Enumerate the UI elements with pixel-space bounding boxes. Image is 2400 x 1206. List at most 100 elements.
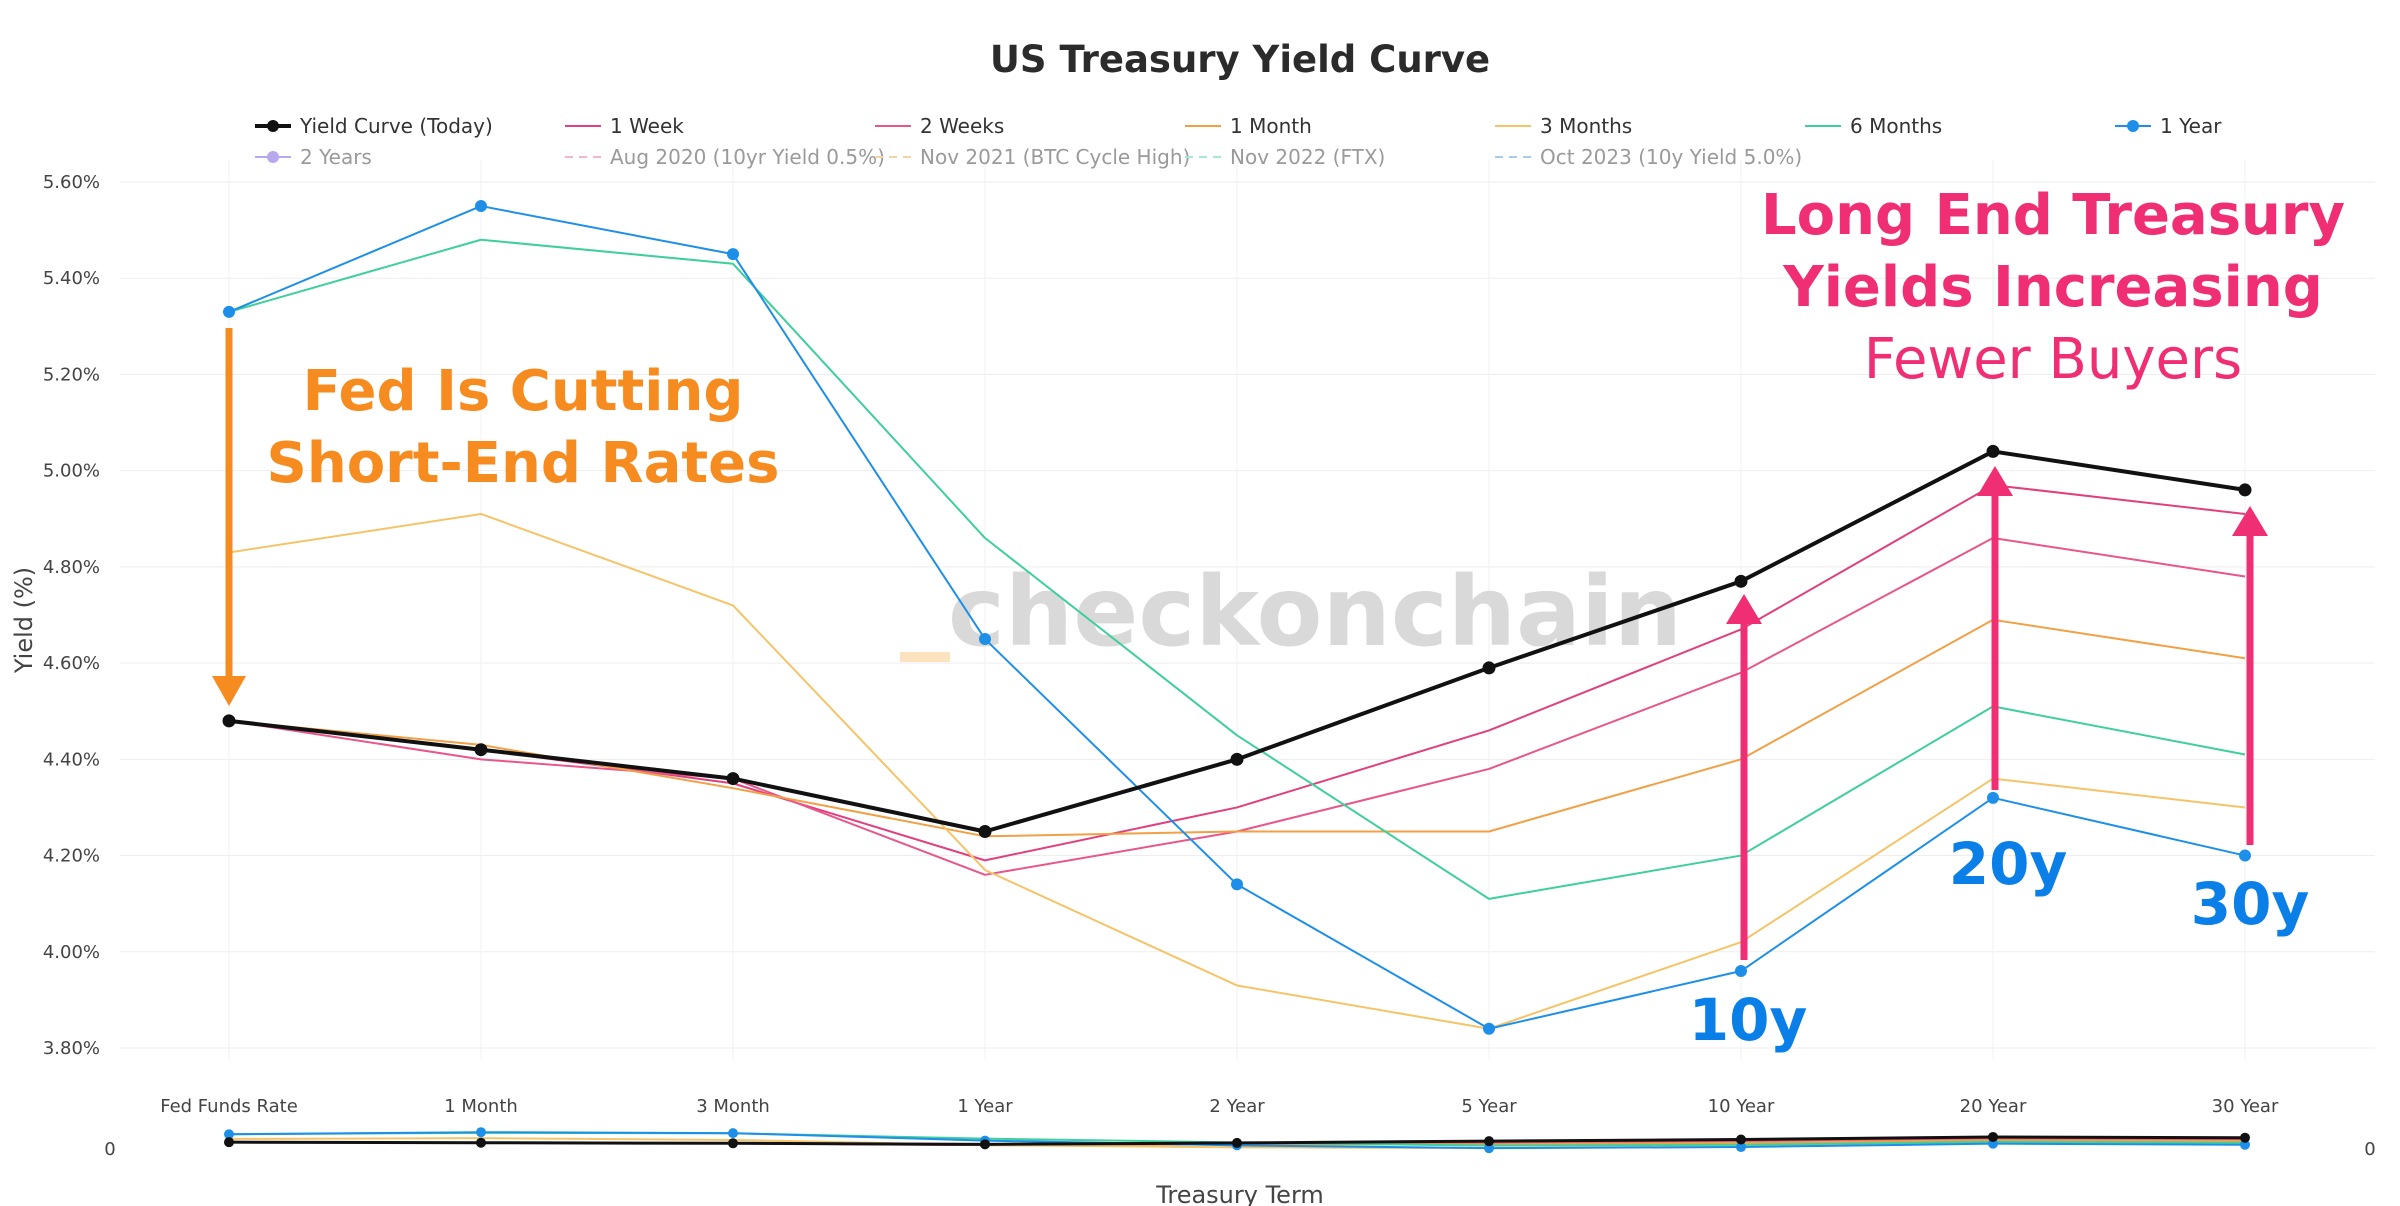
x-tick-label: 20 Year	[1960, 1096, 2027, 1117]
legend-item[interactable]: 1 Month	[1185, 114, 1312, 138]
y-tick-label: 4.20%	[43, 846, 100, 867]
mini-axis-right-label: 0	[2364, 1139, 2375, 1160]
mini-data-point	[476, 1127, 486, 1138]
mini-data-point	[1484, 1143, 1494, 1154]
series-line	[228, 512, 2246, 1030]
x-tick-label: Fed Funds Rate	[160, 1096, 298, 1117]
mini-data-point	[1736, 1142, 1746, 1153]
arrow-10y	[1726, 594, 1762, 960]
data-point	[1483, 1022, 1495, 1035]
legend-item[interactable]: 1 Year	[2115, 114, 2222, 138]
x-tick-label: 5 Year	[1461, 1096, 1517, 1117]
fed-annotation-line-2: Short-End Rates	[267, 431, 780, 496]
legend-item-hidden[interactable]: 2 Years	[255, 145, 372, 169]
long-end-annotation-line-3: Fewer Buyers	[1864, 327, 2242, 392]
mini-data-point	[1484, 1136, 1494, 1147]
data-point	[1734, 574, 1748, 588]
x-axis-ticks: Fed Funds Rate 1 Month 3 Month 1 Year 2 Year…	[160, 1096, 2279, 1117]
legend-label: Oct 2023 (10y Yield 5.0%)	[1540, 145, 1802, 169]
x-tick-label: 10 Year	[1708, 1096, 1775, 1117]
y-tick-label: 5.40%	[43, 268, 100, 289]
y-tick-label: 4.00%	[43, 942, 100, 963]
legend-item[interactable]: 3 Months	[1495, 114, 1632, 138]
legend-marker	[267, 151, 279, 163]
label-30y: 30y	[2191, 870, 2310, 938]
legend-item-hidden[interactable]: Oct 2023 (10y Yield 5.0%)	[1495, 145, 1802, 169]
data-point	[475, 200, 487, 213]
mini-data-point	[980, 1139, 990, 1150]
legend-label: 1 Month	[1230, 114, 1312, 138]
chart-title: US Treasury Yield Curve	[990, 38, 1490, 81]
series-3-months	[228, 512, 2246, 1030]
x-tick-label: 3 Month	[696, 1096, 770, 1117]
data-point	[979, 633, 991, 646]
long-end-annotation-line-1: Long End Treasury	[1761, 183, 2345, 248]
legend-marker	[2127, 120, 2139, 132]
legend-marker	[267, 120, 279, 132]
arrow-20y	[1977, 466, 2013, 790]
data-point	[726, 772, 740, 786]
x-axis-title: Treasury Term	[1155, 1181, 1324, 1206]
y-tick-label: 3.80%	[43, 1038, 100, 1059]
y-tick-label: 4.40%	[43, 749, 100, 770]
label-10y: 10y	[1689, 986, 1808, 1054]
legend-label: 6 Months	[1850, 114, 1942, 138]
data-point	[1482, 661, 1496, 675]
mini-data-point	[1988, 1131, 1998, 1142]
x-tick-label: 30 Year	[2212, 1096, 2279, 1117]
legend: Yield Curve (Today) 1 Week 2 Weeks 1 Month 3…	[255, 114, 2222, 169]
data-point	[727, 248, 739, 261]
y-tick-label: 4.60%	[43, 653, 100, 674]
legend-label: 1 Week	[610, 114, 684, 138]
arrow-30y	[2232, 506, 2268, 845]
legend-label: 2 Weeks	[920, 114, 1004, 138]
mini-data-point	[2240, 1139, 2250, 1150]
x-tick-label: 2 Year	[1209, 1096, 1265, 1117]
mini-data-point	[1232, 1137, 1242, 1148]
label-20y: 20y	[1949, 830, 2068, 898]
x-tick-label: 1 Month	[444, 1096, 518, 1117]
series-line	[228, 238, 2246, 900]
y-tick-label: 4.80%	[43, 557, 100, 578]
fed-annotation-line-1: Fed Is Cutting	[303, 359, 744, 424]
legend-item[interactable]: 2 Weeks	[875, 114, 1004, 138]
mini-axis-left-label: 0	[104, 1139, 115, 1160]
y-tick-label: 5.20%	[43, 364, 100, 385]
long-end-annotation-line-2: Yields Increasing	[1782, 255, 2323, 320]
series-yield-curve-today-	[222, 444, 2252, 838]
data-point	[1986, 444, 2000, 458]
legend-label: Aug 2020 (10yr Yield 0.5%)	[610, 145, 885, 169]
range-slider-preview[interactable]	[224, 1127, 2250, 1154]
data-point	[1987, 791, 1999, 804]
legend-item[interactable]: 6 Months	[1805, 114, 1942, 138]
legend-label: 2 Years	[300, 145, 372, 169]
data-point	[2238, 483, 2252, 497]
x-tick-label: 1 Year	[957, 1096, 1013, 1117]
mini-data-point	[224, 1137, 234, 1148]
data-point	[978, 825, 992, 838]
legend-item-hidden[interactable]: Aug 2020 (10yr Yield 0.5%)	[565, 145, 885, 169]
y-tick-label: 5.00%	[43, 461, 100, 482]
data-point	[1231, 878, 1243, 891]
series-layer	[222, 200, 2252, 1035]
mini-data-point	[2240, 1132, 2250, 1143]
mini-data-point	[1736, 1134, 1746, 1145]
series-1-year	[223, 200, 2251, 1035]
data-point	[474, 743, 488, 757]
mini-data-point	[224, 1129, 234, 1140]
legend-item-hidden[interactable]: Nov 2022 (FTX)	[1185, 145, 1385, 169]
legend-item-hidden[interactable]: Nov 2021 (BTC Cycle High)	[875, 145, 1190, 169]
legend-label: Nov 2021 (BTC Cycle High)	[920, 145, 1190, 169]
y-tick-label: 5.60%	[43, 172, 100, 193]
legend-label: 1 Year	[2160, 114, 2222, 138]
data-point	[223, 305, 235, 318]
data-point	[1735, 965, 1747, 978]
legend-item[interactable]: Yield Curve (Today)	[255, 114, 493, 138]
data-point	[222, 714, 236, 728]
y-axis-ticks: 3.80% 4.00% 4.20% 4.40% 4.60% 4.80% 5.00% 5.20%…	[43, 172, 100, 1059]
data-point	[1230, 752, 1244, 766]
legend-item[interactable]: 1 Week	[565, 114, 684, 138]
watermark-dash	[900, 652, 950, 662]
legend-label: 3 Months	[1540, 114, 1632, 138]
